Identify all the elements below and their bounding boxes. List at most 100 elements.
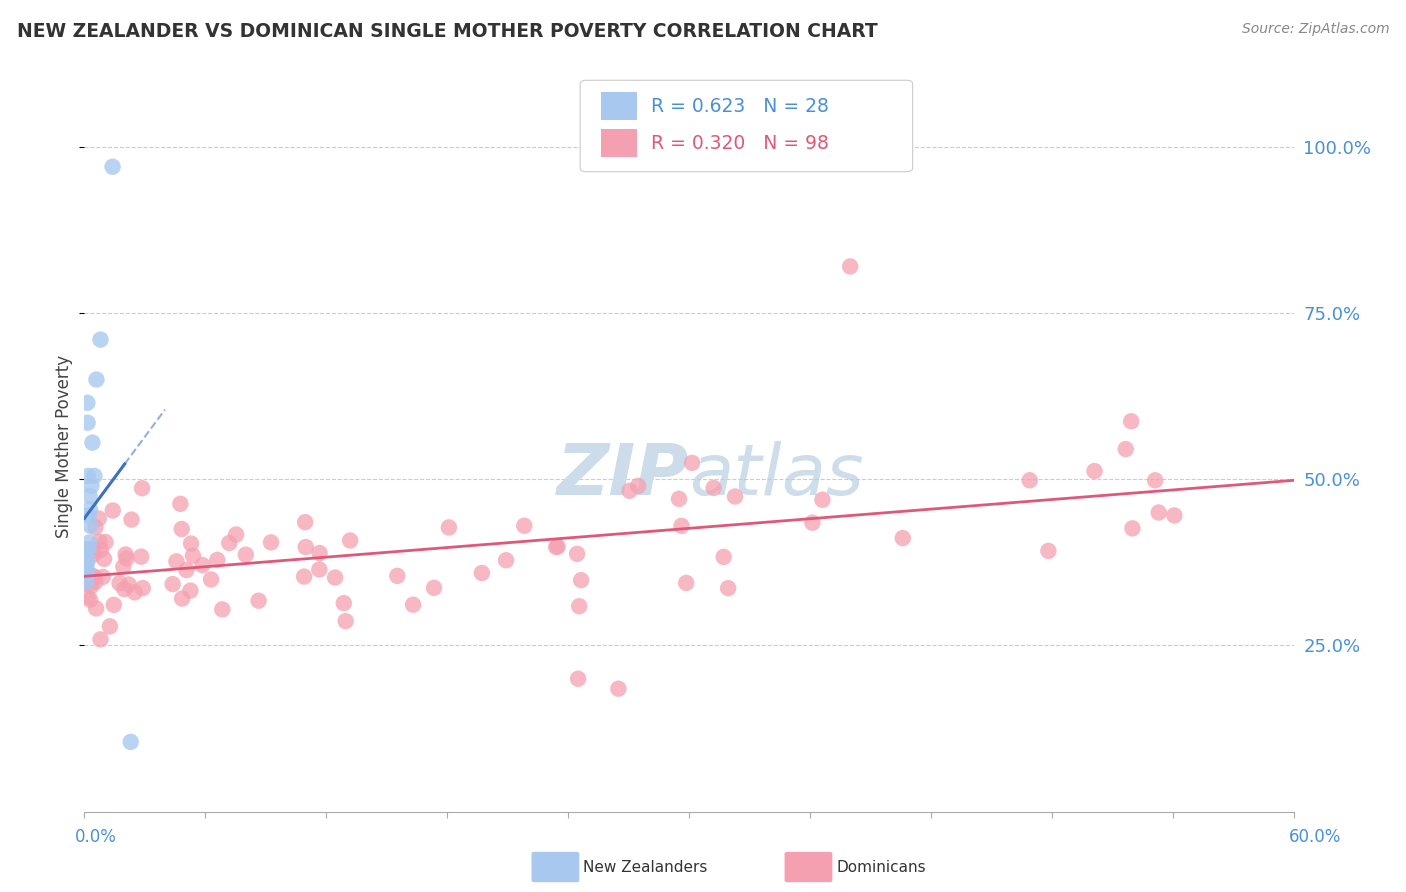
- Point: [87, 511, 110, 525]
- Point: [308, 562, 330, 576]
- Point: [75, 562, 97, 576]
- Point: [565, 547, 588, 561]
- Point: [75, 568, 97, 582]
- Point: [124, 585, 146, 599]
- Point: [668, 491, 690, 506]
- Point: [76, 543, 98, 558]
- Point: [294, 540, 316, 554]
- Text: Source: ZipAtlas.com: Source: ZipAtlas.com: [1241, 22, 1389, 37]
- Point: [89, 632, 111, 647]
- Point: [1115, 442, 1137, 456]
- Point: [77, 508, 100, 523]
- Point: [387, 569, 409, 583]
- Point: [91, 570, 114, 584]
- Text: ZIP: ZIP: [557, 441, 689, 509]
- Point: [80, 579, 103, 593]
- Point: [207, 553, 229, 567]
- Point: [103, 598, 125, 612]
- Point: [260, 535, 283, 549]
- Point: [1121, 414, 1143, 428]
- Point: [200, 573, 222, 587]
- Point: [101, 503, 124, 517]
- Point: [129, 549, 152, 564]
- Point: [114, 548, 136, 562]
- Point: [568, 599, 591, 614]
- Point: [112, 559, 135, 574]
- Point: [121, 513, 143, 527]
- Point: [513, 518, 536, 533]
- Point: [1018, 473, 1040, 487]
- Point: [76, 555, 98, 569]
- Point: [83, 469, 105, 483]
- Point: [120, 735, 142, 749]
- Point: [181, 549, 204, 563]
- Point: [75, 575, 97, 590]
- Text: atlas: atlas: [689, 441, 863, 509]
- Point: [339, 533, 361, 548]
- Point: [247, 593, 270, 607]
- Point: [77, 469, 100, 483]
- Point: [839, 260, 862, 274]
- Point: [211, 602, 233, 616]
- Point: [86, 372, 108, 386]
- Point: [89, 534, 111, 549]
- Point: [294, 515, 316, 529]
- Point: [713, 549, 735, 564]
- Point: [83, 570, 105, 584]
- Point: [801, 516, 824, 530]
- Text: R = 0.623   N = 28: R = 0.623 N = 28: [651, 96, 830, 116]
- Point: [172, 591, 194, 606]
- Point: [101, 160, 124, 174]
- Point: [235, 548, 257, 562]
- Bar: [600, 129, 637, 157]
- Point: [75, 549, 97, 563]
- Text: 0.0%: 0.0%: [75, 828, 117, 846]
- Point: [323, 570, 346, 584]
- Point: [82, 548, 104, 562]
- Point: [82, 435, 104, 450]
- Point: [681, 456, 703, 470]
- Point: [75, 555, 97, 569]
- Point: [162, 577, 184, 591]
- Point: [671, 519, 693, 533]
- Point: [132, 581, 155, 595]
- Point: [89, 333, 111, 347]
- Text: 60.0%: 60.0%: [1288, 828, 1341, 846]
- Point: [1121, 521, 1143, 535]
- Point: [84, 601, 107, 615]
- Bar: [600, 92, 637, 120]
- Point: [1147, 506, 1170, 520]
- Point: [717, 581, 740, 595]
- Point: [79, 518, 101, 533]
- Point: [1038, 544, 1060, 558]
- Point: [84, 520, 107, 534]
- Point: [79, 489, 101, 503]
- Point: [619, 483, 641, 498]
- Point: [83, 544, 105, 558]
- Point: [724, 490, 747, 504]
- Point: [80, 479, 103, 493]
- Point: [112, 582, 135, 596]
- Point: [98, 619, 121, 633]
- Point: [335, 614, 357, 628]
- Y-axis label: Single Mother Poverty: Single Mother Poverty: [55, 354, 73, 538]
- Point: [1083, 464, 1105, 478]
- Point: [94, 535, 117, 549]
- Point: [179, 583, 201, 598]
- Text: R = 0.320   N = 98: R = 0.320 N = 98: [651, 134, 830, 153]
- Point: [703, 481, 725, 495]
- Point: [75, 568, 97, 582]
- Point: [76, 542, 98, 557]
- Point: [76, 562, 98, 576]
- Point: [118, 577, 141, 591]
- Point: [76, 590, 98, 604]
- Point: [77, 542, 100, 557]
- Point: [402, 598, 425, 612]
- Point: [292, 569, 315, 583]
- Point: [166, 554, 188, 568]
- Point: [90, 542, 112, 557]
- Point: [176, 563, 198, 577]
- Text: New Zealanders: New Zealanders: [583, 860, 707, 874]
- Point: [675, 576, 697, 591]
- Point: [308, 546, 330, 560]
